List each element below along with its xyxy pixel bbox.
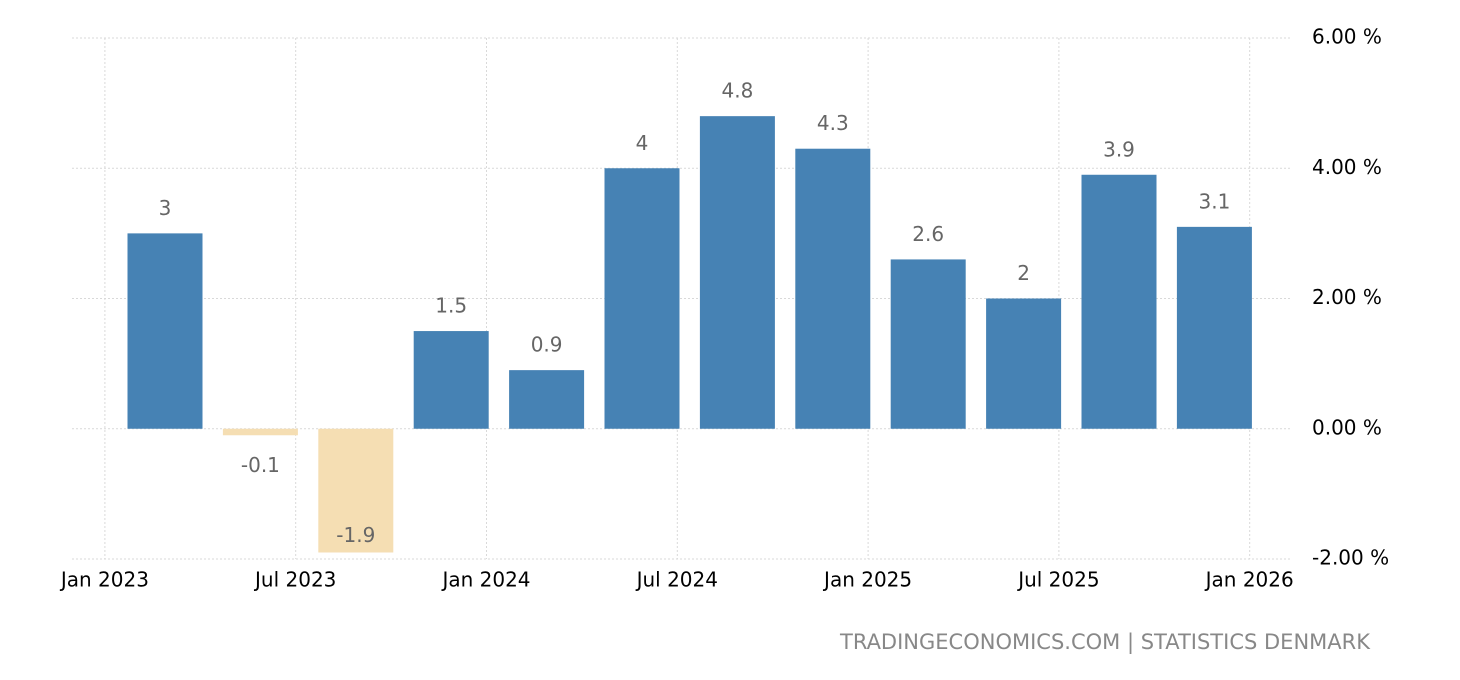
source: TRADINGECONOMICS.COM | STATISTICS DENMAR… — [839, 630, 1371, 655]
bar — [318, 428, 394, 553]
value-label: 3.9 — [1103, 137, 1135, 161]
value-label: 3 — [159, 196, 172, 220]
value-label: 0.9 — [531, 333, 563, 357]
x-tick-label: Jul 2025 — [1016, 568, 1099, 592]
x-tick-label: Jan 2024 — [440, 568, 530, 592]
bar — [699, 116, 775, 429]
value-label: -1.9 — [336, 523, 375, 547]
value-label: 2 — [1017, 261, 1030, 285]
x-tick-label: Jul 2023 — [253, 568, 336, 592]
bar — [127, 233, 203, 429]
bar — [1176, 226, 1252, 429]
y-tick-label: 2.00 % — [1312, 285, 1382, 309]
bar — [890, 259, 966, 429]
y-tick-label: 0.00 % — [1312, 415, 1382, 439]
x-tick-label: Jan 2023 — [59, 568, 149, 592]
bar — [986, 298, 1062, 429]
value-label: -0.1 — [241, 453, 280, 477]
x-tick-label: Jan 2026 — [1204, 568, 1294, 592]
y-tick-label: -2.00 % — [1312, 546, 1389, 570]
bar — [222, 428, 298, 436]
x-tick-label: Jul 2024 — [635, 568, 718, 592]
bar — [1081, 174, 1157, 429]
value-label: 2.6 — [912, 222, 944, 246]
value-label: 4 — [636, 131, 649, 155]
bar — [604, 168, 680, 429]
x-tick-label: Jan 2025 — [822, 568, 912, 592]
value-label: 4.8 — [721, 79, 753, 103]
bar — [413, 331, 489, 429]
bar — [795, 148, 871, 429]
value-label: 4.3 — [817, 111, 849, 135]
y-tick-label: 6.00 % — [1312, 25, 1382, 49]
bar — [509, 370, 585, 429]
value-label: 3.1 — [1198, 189, 1230, 213]
y-tick-label: 4.00 % — [1312, 155, 1382, 179]
value-label: 1.5 — [435, 294, 467, 318]
